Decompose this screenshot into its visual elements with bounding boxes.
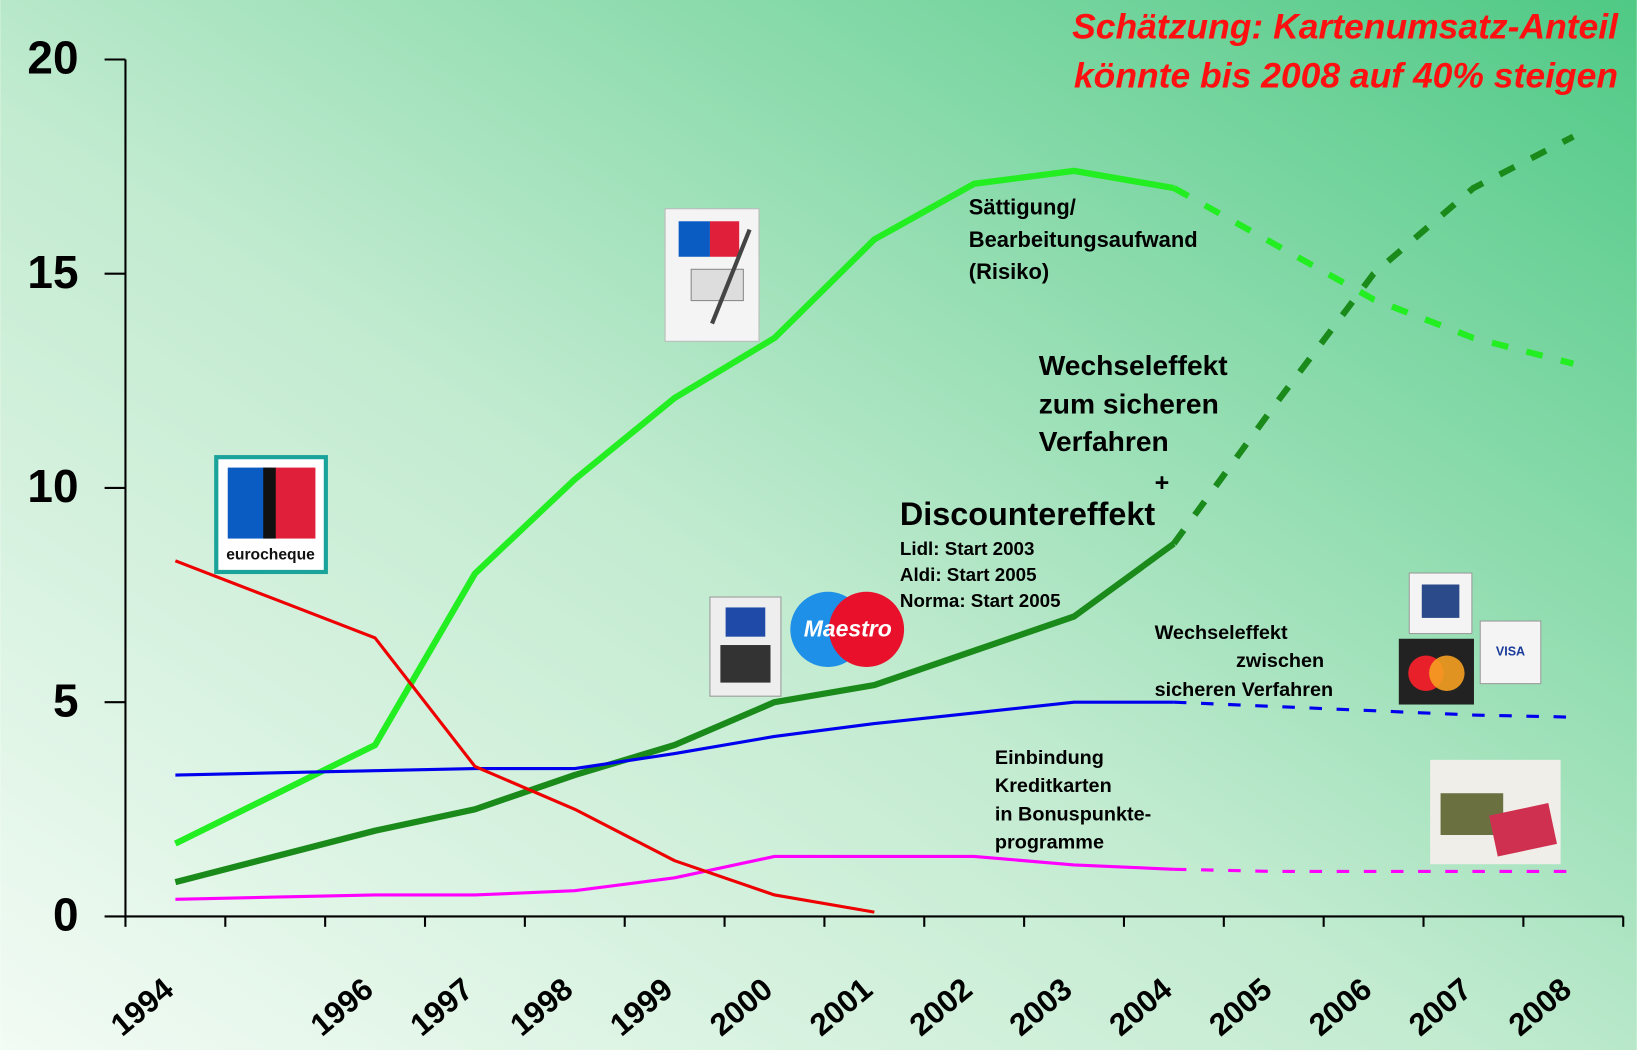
logo-text: Maestro bbox=[804, 615, 892, 641]
annotation: Wechseleffekt bbox=[1155, 622, 1288, 644]
y-tick-label: 5 bbox=[53, 674, 79, 726]
annotation: programme bbox=[995, 832, 1104, 854]
annotation: + bbox=[1155, 469, 1170, 497]
chart-title: Schätzung: Kartenumsatz-Anteil bbox=[1072, 7, 1619, 47]
annotation: Aldi: Start 2005 bbox=[900, 564, 1037, 585]
annotation: Norma: Start 2005 bbox=[900, 590, 1061, 611]
chart-title: könnte bis 2008 auf 40% steigen bbox=[1074, 56, 1618, 96]
annotation: zum sicheren bbox=[1039, 387, 1219, 419]
logo-text: VISA bbox=[1496, 645, 1525, 659]
terminal-logo bbox=[710, 597, 781, 696]
annotation: Sättigung/ bbox=[969, 195, 1076, 220]
y-tick-label: 0 bbox=[53, 889, 79, 941]
eurocheque-logo: eurocheque bbox=[216, 457, 326, 572]
annotation: sicheren Verfahren bbox=[1155, 679, 1334, 701]
maestro-logo: Maestro bbox=[790, 592, 904, 667]
y-tick-label: 20 bbox=[27, 32, 78, 84]
y-tick-label: 10 bbox=[27, 460, 78, 512]
annotation: in Bonuspunkte- bbox=[995, 803, 1151, 825]
y-tick-label: 15 bbox=[27, 246, 78, 298]
bonus-image bbox=[1430, 760, 1560, 864]
annotation: Wechseleffekt bbox=[1039, 349, 1229, 381]
chart: eurocheque Maestro VISA 0510152019941996… bbox=[0, 0, 1637, 1050]
logo-text: eurocheque bbox=[226, 546, 315, 563]
annotation: Lidl: Start 2003 bbox=[900, 538, 1035, 559]
ec-pen-logo bbox=[665, 209, 759, 342]
annotation: (Risiko) bbox=[969, 259, 1049, 284]
annotation: Kreditkarten bbox=[995, 775, 1112, 797]
annotation: Verfahren bbox=[1039, 425, 1169, 457]
annotation: Bearbeitungsaufwand bbox=[969, 227, 1198, 252]
annotation: Einbindung bbox=[995, 747, 1104, 769]
annotation: Discountereffekt bbox=[900, 496, 1155, 532]
annotation: zwischen bbox=[1236, 650, 1324, 672]
